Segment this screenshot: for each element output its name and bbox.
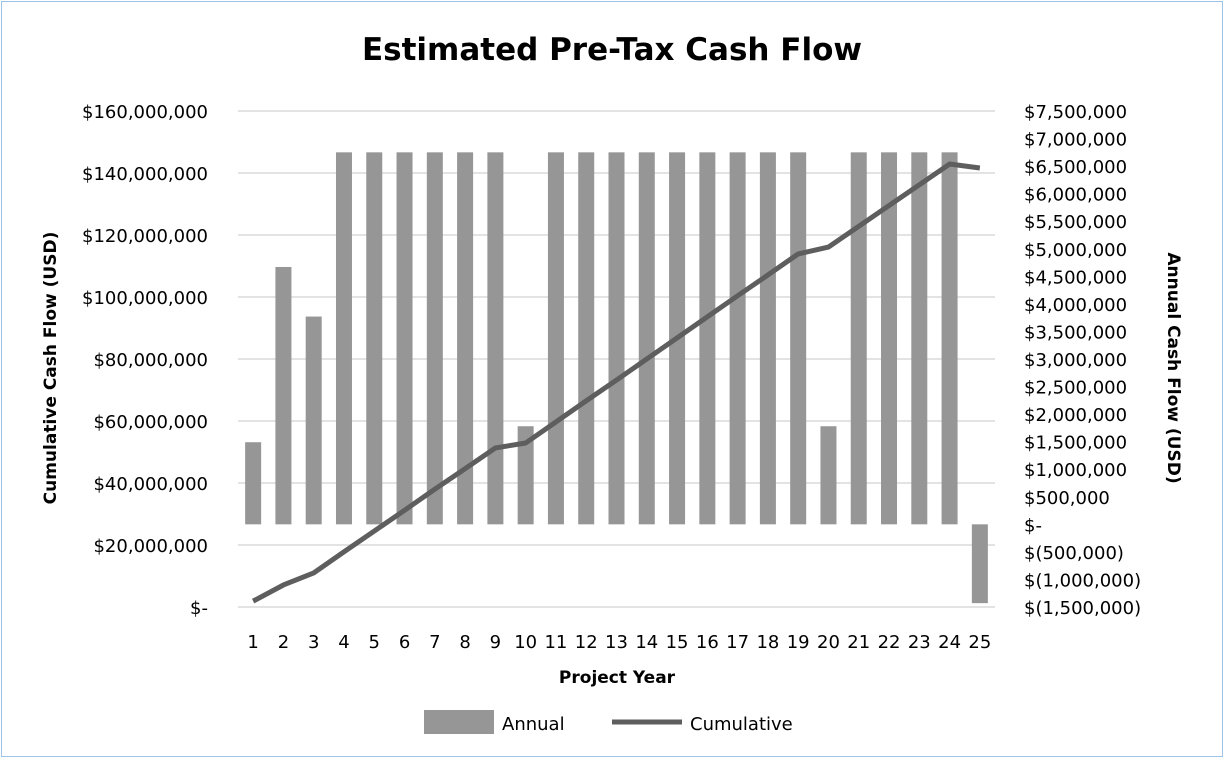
x-tick-label: 5 [369,632,380,653]
x-tick-label: 6 [399,632,410,653]
left-tick-label: $100,000,000 [82,288,208,309]
right-tick-label: $5,500,000 [1024,212,1127,233]
annual-bar [578,152,595,525]
x-tick-label: 19 [787,632,810,653]
left-tick-label: $80,000,000 [93,350,208,371]
right-tick-label: $6,500,000 [1024,157,1127,178]
x-tick-label: 4 [338,632,349,653]
left-tick-label: $60,000,000 [93,412,208,433]
annual-bar [426,152,443,525]
annual-bar [638,152,655,525]
x-tick-label: 3 [308,632,319,653]
right-tick-label: $2,000,000 [1024,405,1127,426]
left-axis-label: Cumulative Cash Flow (USD) [41,232,61,505]
annual-bar [729,152,746,525]
annual-bar [850,152,867,525]
x-tick-label: 2 [278,632,289,653]
right-tick-label: $3,000,000 [1024,350,1127,371]
x-tick-label: 7 [429,632,440,653]
x-tick-label: 11 [544,632,567,653]
annual-bar [790,152,807,525]
right-tick-label: $4,500,000 [1024,267,1127,288]
annual-bar [699,152,716,525]
annual-bar [547,152,564,525]
annual-bar [881,152,898,525]
x-axis-label: Project Year [559,668,676,688]
right-tick-label: $1,500,000 [1024,433,1127,454]
legend-cumulative-label: Cumulative [690,714,793,735]
x-tick-label: 16 [696,632,719,653]
x-tick-label: 8 [459,632,470,653]
left-tick-label: $20,000,000 [93,536,208,557]
x-tick-label: 18 [756,632,779,653]
x-tick-label: 13 [605,632,628,653]
x-tick-label: 9 [490,632,501,653]
annual-bar [820,426,837,525]
x-tick-label: 25 [968,632,991,653]
right-tick-label: $7,000,000 [1024,130,1127,151]
annual-bar [759,152,776,525]
chart-title: Estimated Pre-Tax Cash Flow [362,32,862,68]
right-tick-label: $7,500,000 [1024,102,1127,123]
right-tick-label: $500,000 [1024,488,1110,509]
x-tick-label: 1 [247,632,258,653]
right-tick-label: $- [1024,515,1042,536]
right-tick-label: $2,500,000 [1024,378,1127,399]
annual-bar [608,152,625,525]
right-tick-label: $3,500,000 [1024,322,1127,343]
annual-bar [911,152,928,525]
annual-bar [366,152,383,525]
x-tick-label: 12 [575,632,598,653]
annual-bar [305,316,322,525]
left-tick-label: $- [190,598,208,619]
annual-bar [396,152,413,525]
annual-bar [335,152,352,525]
x-tick-label: 24 [938,632,961,653]
annual-bar [941,152,958,525]
annual-bar [517,426,534,525]
annual-bar [457,152,474,525]
left-tick-label: $140,000,000 [82,164,208,185]
x-tick-label: 21 [847,632,870,653]
right-tick-label: $(1,500,000) [1024,598,1141,619]
x-tick-label: 20 [817,632,840,653]
x-tick-label: 14 [635,632,658,653]
x-tick-label: 22 [878,632,901,653]
x-tick-label: 10 [514,632,537,653]
right-tick-label: $(500,000) [1024,543,1124,564]
annual-bar [971,524,988,604]
annual-bar [487,152,504,525]
right-tick-label: $5,000,000 [1024,240,1127,261]
left-tick-label: $160,000,000 [82,102,208,123]
annual-bar [275,266,292,525]
x-tick-label: 17 [726,632,749,653]
right-axis-label: Annual Cash Flow (USD) [1163,252,1183,483]
x-tick-label: 23 [908,632,931,653]
legend: Annual Cumulative [424,710,793,735]
right-tick-label: $(1,000,000) [1024,570,1141,591]
left-tick-label: $120,000,000 [82,226,208,247]
right-tick-label: $6,000,000 [1024,185,1127,206]
legend-annual-swatch [424,710,494,734]
annual-bar [245,442,262,525]
right-tick-label: $4,000,000 [1024,295,1127,316]
right-tick-label: $1,000,000 [1024,460,1127,481]
x-tick-label: 15 [666,632,689,653]
legend-annual-label: Annual [502,714,565,735]
left-tick-label: $40,000,000 [93,474,208,495]
